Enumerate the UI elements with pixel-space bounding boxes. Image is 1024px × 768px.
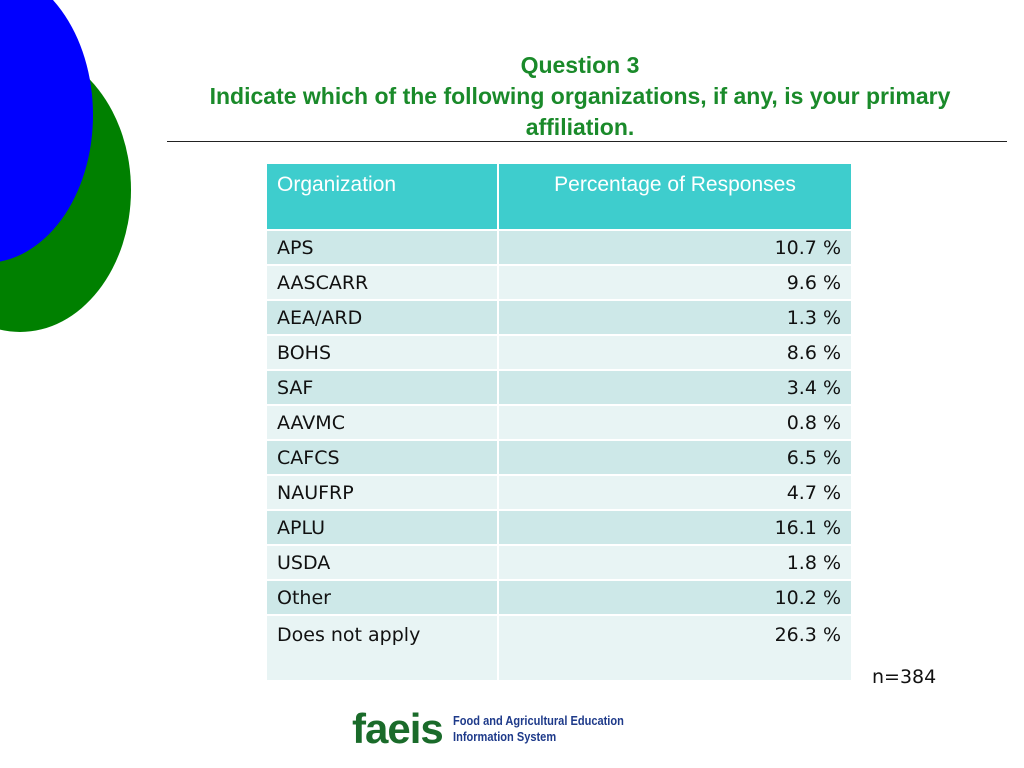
blue-circle <box>0 0 93 262</box>
logo-text-line1: Food and Agricultural Education <box>452 713 624 728</box>
table-row: SAF 3.4 % <box>265 369 853 406</box>
percentage-cell: 10.2 % <box>497 579 853 616</box>
percentage-cell: 26.3 % <box>497 614 853 682</box>
table-row: Does not apply 26.3 % <box>265 614 853 682</box>
organization-cell: AASCARR <box>265 264 499 301</box>
logo-text: Food and Agricultural Education Informat… <box>453 713 624 745</box>
slide-title: Question 3 Indicate which of the followi… <box>200 50 960 143</box>
title-divider <box>167 141 1007 142</box>
table-row: APS 10.7 % <box>265 229 853 266</box>
organization-cell: Other <box>265 579 499 616</box>
organization-cell: APS <box>265 229 499 266</box>
column-header-organization: Organization <box>265 162 499 231</box>
percentage-cell: 6.5 % <box>497 439 853 476</box>
sample-size: n=384 <box>872 666 937 688</box>
table-header-row: Organization Percentage of Responses <box>265 162 853 231</box>
percentage-cell: 1.3 % <box>497 299 853 336</box>
table-row: NAUFRP 4.7 % <box>265 474 853 511</box>
table-row: AAVMC 0.8 % <box>265 404 853 441</box>
table-row: USDA 1.8 % <box>265 544 853 581</box>
question-number: Question 3 <box>520 52 640 78</box>
organization-cell: AEA/ARD <box>265 299 499 336</box>
column-header-percentage: Percentage of Responses <box>497 162 853 231</box>
table-row: APLU 16.1 % <box>265 509 853 546</box>
organization-cell: AAVMC <box>265 404 499 441</box>
question-text: Indicate which of the following organiza… <box>209 83 951 140</box>
table-row: CAFCS 6.5 % <box>265 439 853 476</box>
percentage-cell: 16.1 % <box>497 509 853 546</box>
logo-text-line2: Information System <box>452 729 556 744</box>
table-row: BOHS 8.6 % <box>265 334 853 371</box>
percentage-cell: 4.7 % <box>497 474 853 511</box>
organization-cell: NAUFRP <box>265 474 499 511</box>
table-row: AEA/ARD 1.3 % <box>265 299 853 336</box>
table-row: Other 10.2 % <box>265 579 853 616</box>
organization-cell: Does not apply <box>265 614 499 682</box>
organization-cell: USDA <box>265 544 499 581</box>
organization-cell: APLU <box>265 509 499 546</box>
faeis-logo: faeis Food and Agricultural Education In… <box>352 708 654 750</box>
logo-mark: faeis <box>352 705 444 752</box>
percentage-cell: 9.6 % <box>497 264 853 301</box>
organization-cell: CAFCS <box>265 439 499 476</box>
percentage-cell: 1.8 % <box>497 544 853 581</box>
percentage-cell: 0.8 % <box>497 404 853 441</box>
affiliation-table: Organization Percentage of Responses APS… <box>265 162 853 682</box>
table-row: AASCARR 9.6 % <box>265 264 853 301</box>
organization-cell: SAF <box>265 369 499 406</box>
percentage-cell: 3.4 % <box>497 369 853 406</box>
percentage-cell: 10.7 % <box>497 229 853 266</box>
organization-cell: BOHS <box>265 334 499 371</box>
percentage-cell: 8.6 % <box>497 334 853 371</box>
decorative-circles <box>0 0 131 332</box>
